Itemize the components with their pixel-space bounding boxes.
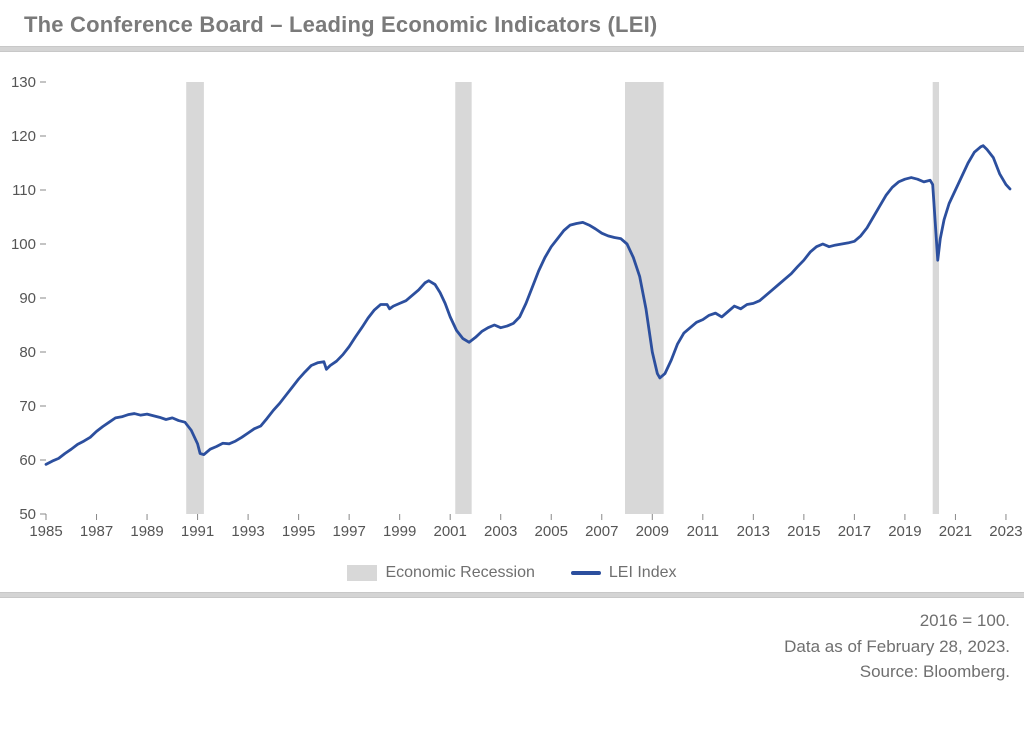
svg-text:120: 120	[11, 128, 36, 145]
legend-recession-label: Economic Recession	[385, 564, 534, 582]
legend: Economic Recession LEI Index	[0, 552, 1024, 592]
svg-text:1989: 1989	[130, 523, 163, 540]
svg-text:2019: 2019	[888, 523, 921, 540]
title-wrap: The Conference Board – Leading Economic …	[0, 0, 1024, 46]
chart-region: 50 60 70 80 90 100 110 120 130 1985 1987 1989 1991 19…	[0, 52, 1024, 552]
lei-chart: 50 60 70 80 90 100 110 120 130 1985 1987 1989 1991 19…	[0, 52, 1024, 552]
svg-text:2023: 2023	[989, 523, 1022, 540]
svg-text:110: 110	[12, 182, 36, 199]
svg-text:80: 80	[19, 344, 36, 361]
footer-line-1: 2016 = 100.	[0, 608, 1010, 634]
svg-text:1991: 1991	[181, 523, 214, 540]
footer-line-2: Data as of February 28, 2023.	[0, 634, 1010, 660]
svg-text:1997: 1997	[332, 523, 365, 540]
svg-text:2001: 2001	[434, 523, 467, 540]
footer-line-3: Source: Bloomberg.	[0, 659, 1010, 685]
svg-text:2013: 2013	[737, 523, 770, 540]
series-swatch-icon	[571, 571, 601, 575]
svg-text:2021: 2021	[939, 523, 972, 540]
footer-notes: 2016 = 100. Data as of February 28, 2023…	[0, 598, 1024, 685]
svg-text:1987: 1987	[80, 523, 113, 540]
legend-series-label: LEI Index	[609, 564, 677, 582]
svg-text:2015: 2015	[787, 523, 820, 540]
svg-text:1995: 1995	[282, 523, 315, 540]
svg-text:2009: 2009	[636, 523, 669, 540]
chart-title: The Conference Board – Leading Economic …	[24, 12, 1024, 38]
legend-item-recession: Economic Recession	[347, 564, 534, 582]
svg-text:90: 90	[19, 290, 36, 307]
svg-text:130: 130	[11, 74, 36, 91]
svg-text:1999: 1999	[383, 523, 416, 540]
recession-swatch-icon	[347, 565, 377, 581]
svg-text:50: 50	[19, 506, 36, 523]
svg-text:2011: 2011	[687, 523, 719, 540]
svg-text:2017: 2017	[838, 523, 871, 540]
svg-text:2005: 2005	[535, 523, 568, 540]
svg-text:100: 100	[11, 236, 36, 253]
svg-text:70: 70	[19, 398, 36, 415]
svg-text:1993: 1993	[231, 523, 264, 540]
svg-text:60: 60	[19, 452, 36, 469]
svg-text:1985: 1985	[29, 523, 62, 540]
legend-item-series: LEI Index	[571, 564, 677, 582]
svg-text:2007: 2007	[585, 523, 618, 540]
svg-text:2003: 2003	[484, 523, 517, 540]
